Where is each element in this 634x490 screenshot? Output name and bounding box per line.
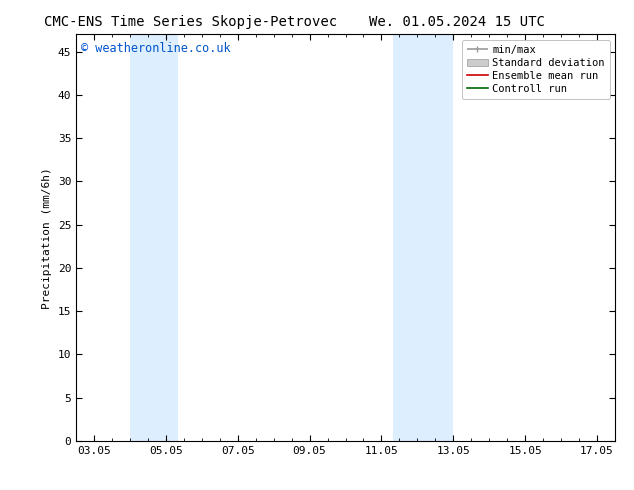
Bar <box>130 34 178 441</box>
Text: We. 01.05.2024 15 UTC: We. 01.05.2024 15 UTC <box>368 15 545 29</box>
Y-axis label: Precipitation (mm/6h): Precipitation (mm/6h) <box>42 167 52 309</box>
Text: CMC-ENS Time Series Skopje-Petrovec: CMC-ENS Time Series Skopje-Petrovec <box>44 15 337 29</box>
Bar <box>393 34 417 441</box>
Text: © weatheronline.co.uk: © weatheronline.co.uk <box>81 43 231 55</box>
Bar <box>417 34 453 441</box>
Legend: min/max, Standard deviation, Ensemble mean run, Controll run: min/max, Standard deviation, Ensemble me… <box>462 40 610 99</box>
